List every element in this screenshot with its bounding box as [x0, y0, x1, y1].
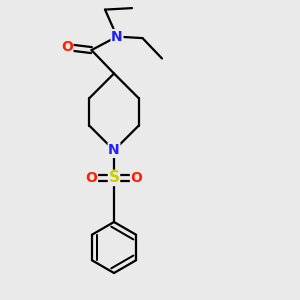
Text: O: O [130, 171, 142, 185]
Text: S: S [109, 170, 119, 185]
Text: N: N [108, 143, 120, 157]
Text: N: N [111, 30, 123, 44]
Text: O: O [85, 171, 98, 185]
Text: O: O [61, 40, 73, 54]
